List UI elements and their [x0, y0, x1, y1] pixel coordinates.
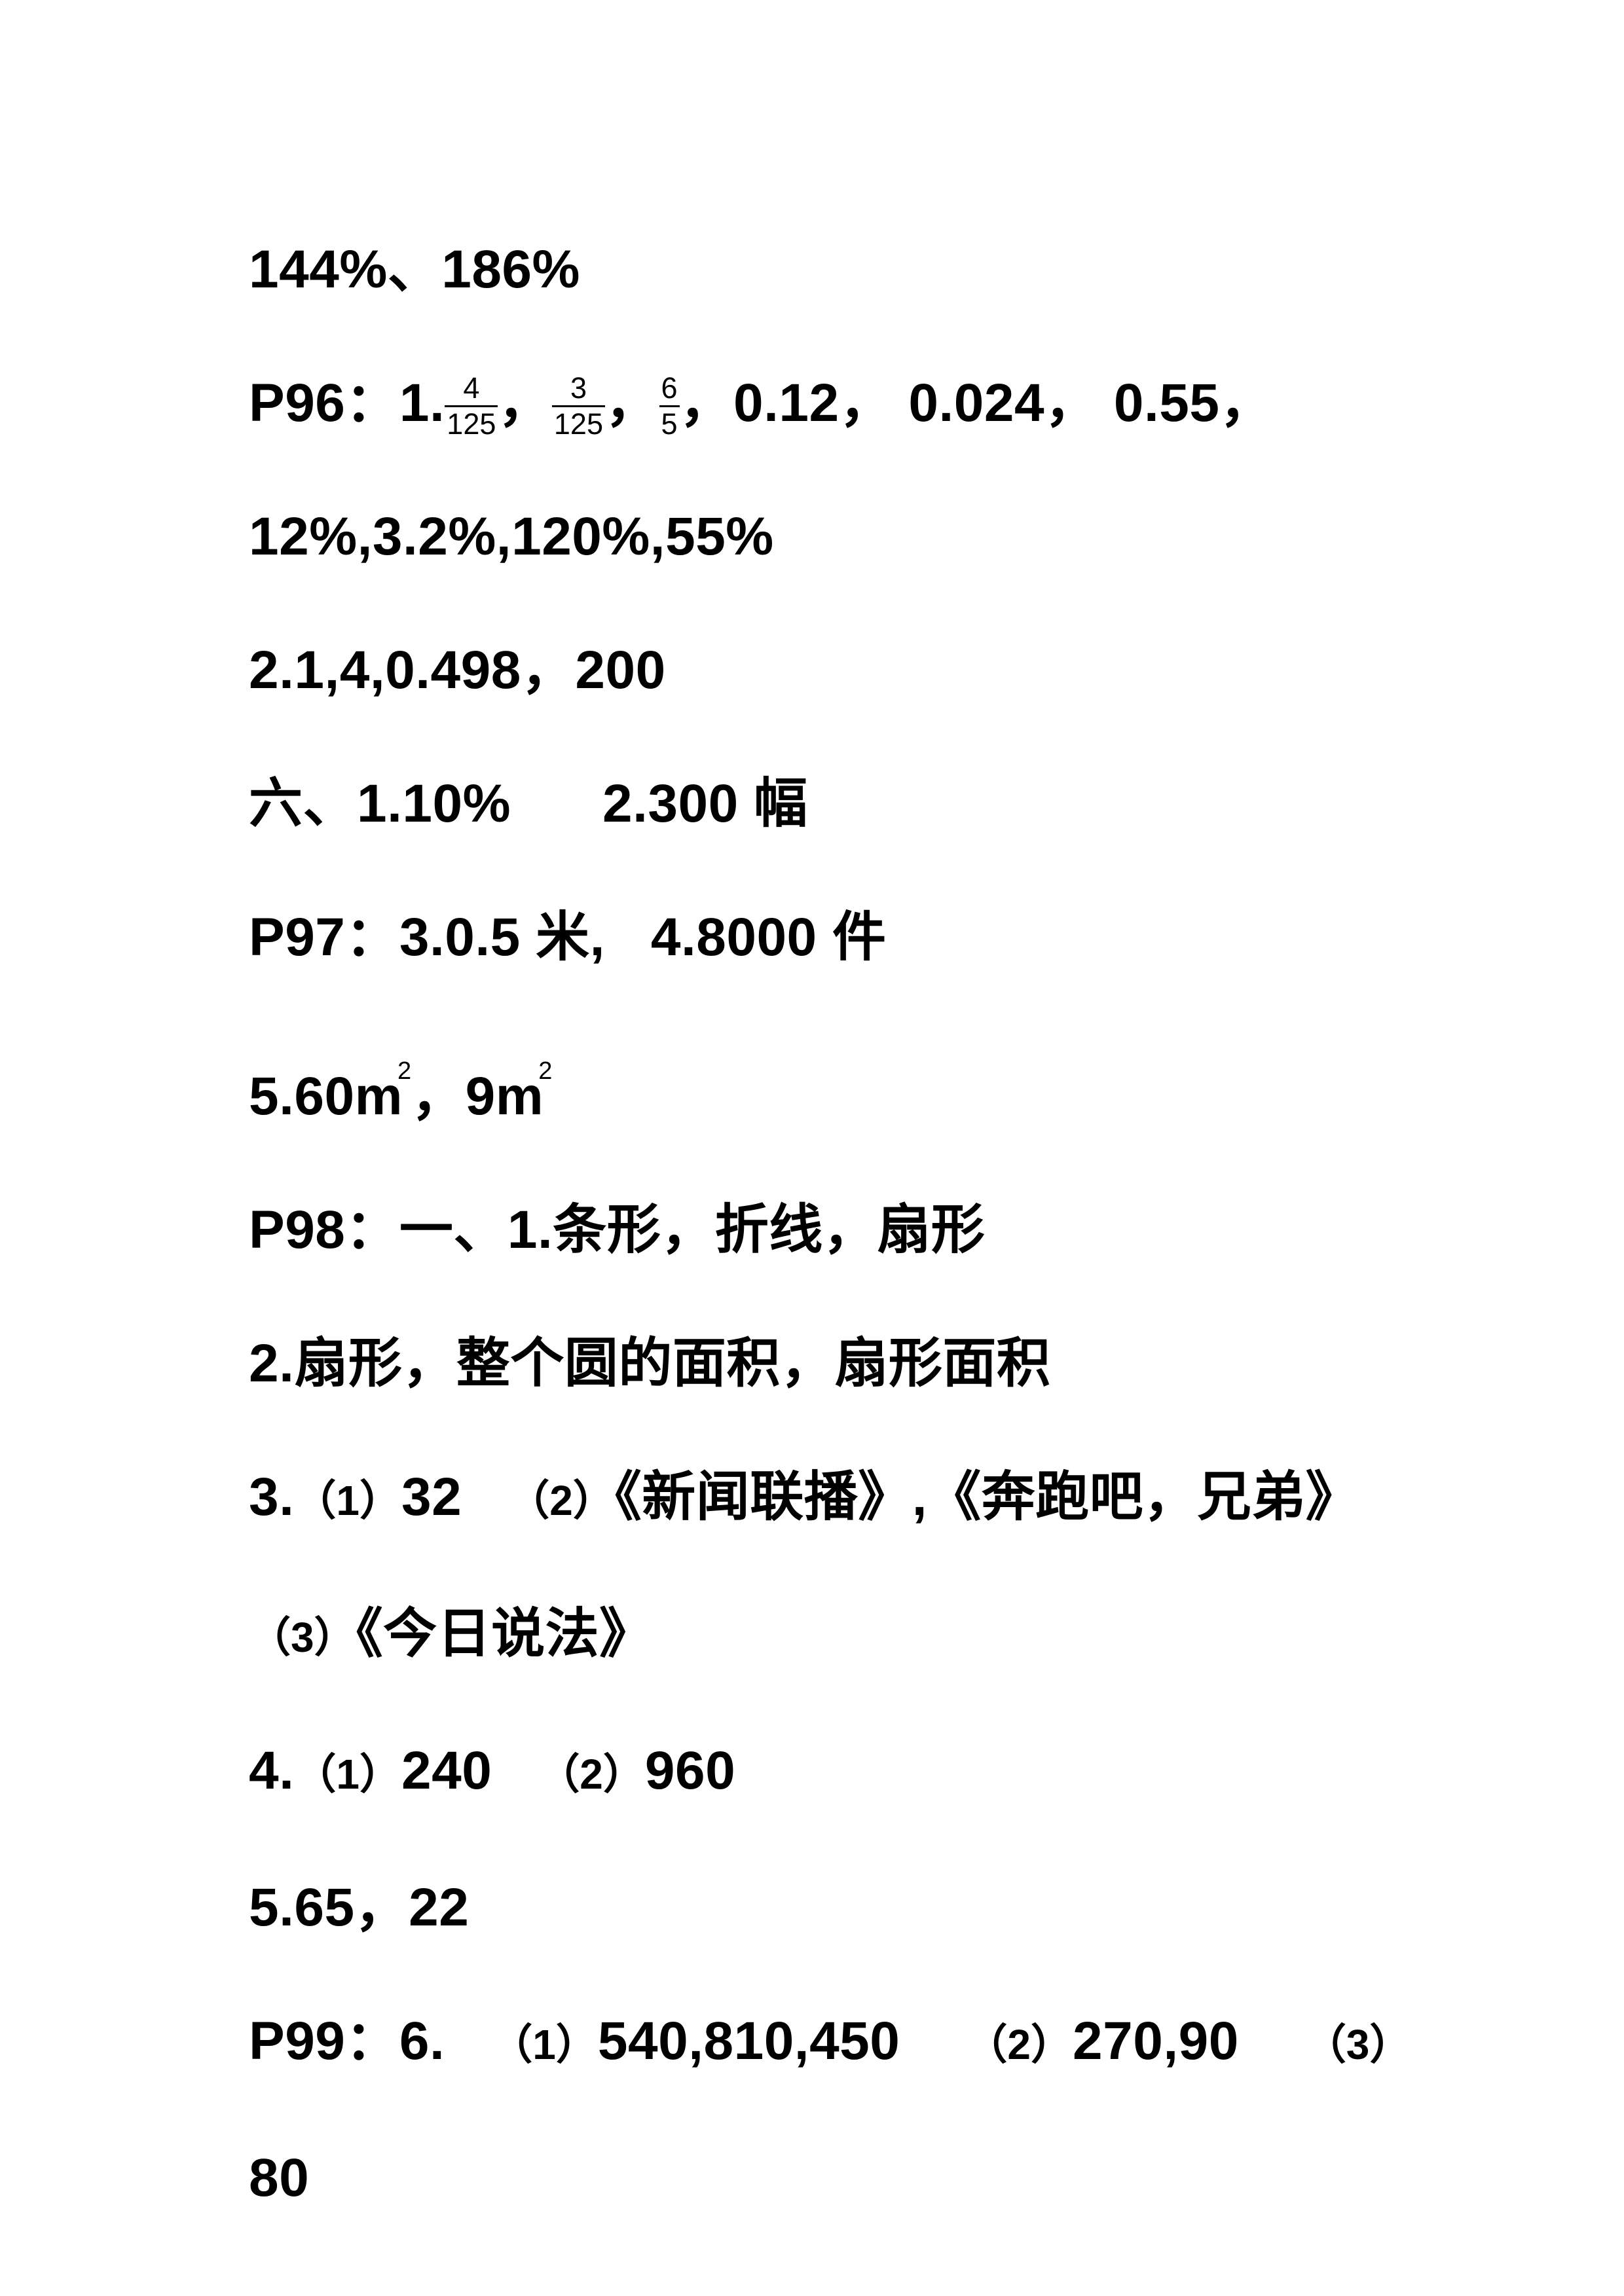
l7-lead: 5.60 [249, 1066, 355, 1126]
l2-tail: ，0.12， 0.024， 0.55， [680, 373, 1274, 433]
frac-den: 125 [552, 405, 605, 441]
text-line-2: P96：1.4125，3125，65，0.12， 0.024， 0.55， [249, 337, 1388, 470]
l14-v1: 540,810,450 [598, 2011, 900, 2071]
l2-lead: P96：1. [249, 373, 445, 433]
sep: ， [605, 373, 659, 433]
l10-v1: 32 [401, 1467, 462, 1527]
text-line-6: P97：3.0.5 米, 4.8000 件 [249, 871, 1388, 1004]
text-line-8: P98：一、1.条形，折线，扇形 [249, 1163, 1388, 1297]
text-line-7: 5.60m2，9m2 [249, 1004, 1388, 1163]
sep: ， [498, 373, 552, 433]
l14-v2: 270,90 [1073, 2011, 1239, 2071]
text-line-15: 80 [249, 2111, 1388, 2245]
paren-2: （2） [965, 2021, 1073, 2068]
superscript-2: 2 [397, 1004, 411, 1138]
l10-a: 3. [249, 1467, 294, 1527]
l11-v3: 《今日说法》 [356, 1604, 654, 1664]
l5-b: 2.300 幅 [602, 774, 807, 833]
l14-lead: P99：6. [249, 2011, 445, 2071]
fraction-3: 65 [659, 372, 680, 441]
text-line-1: 144%、186% [249, 203, 1388, 337]
frac-den: 125 [445, 405, 498, 441]
fraction-2: 3125 [552, 372, 605, 441]
frac-num: 4 [445, 372, 498, 405]
l12-v1: 240 [401, 1741, 492, 1800]
text-line-4: 2.1,4,0.498，200 [249, 604, 1388, 737]
paren-3: （3） [249, 1614, 356, 1661]
text-line-13: 5.65，22 [249, 1841, 1388, 1975]
frac-num: 3 [552, 372, 605, 405]
fraction-1: 4125 [445, 372, 498, 441]
text-line-3: 12%,3.2%,120%,55% [249, 470, 1388, 604]
paren-1: （1） [490, 2021, 598, 2068]
frac-den: 5 [659, 405, 680, 441]
unit-m: m [496, 1066, 544, 1126]
paren-1: （1） [294, 1751, 401, 1798]
l5-a: 六、1.10% [249, 774, 511, 833]
frac-num: 6 [659, 372, 680, 405]
text-line-9: 2.扇形，整个圆的面积，扇形面积 [249, 1297, 1388, 1430]
l10-v2: 《新闻联播》,《奔跑吧，兄弟》 [615, 1467, 1359, 1527]
text-line-12: 4.（1）240 （2）960 [249, 1704, 1388, 1841]
unit-m: m [355, 1066, 403, 1126]
paren-1: （1） [294, 1477, 401, 1524]
page: 144%、186% P96：1.4125，3125，65，0.12， 0.024… [0, 0, 1624, 2296]
text-line-14: P99：6.（1）540,810,450（2）270,90（3） [249, 1975, 1388, 2111]
text-line-5: 六、1.10% 2.300 幅 [249, 737, 1388, 871]
text-line-10: 3.（1）32 （2）《新闻联播》,《奔跑吧，兄弟》 [249, 1430, 1388, 1567]
l12-v2: 960 [645, 1741, 735, 1800]
paren-3: （3） [1304, 2021, 1412, 2068]
superscript-2: 2 [538, 1004, 552, 1138]
paren-2: （2） [507, 1477, 615, 1524]
l6-a: P97：3.0.5 米, [249, 907, 605, 967]
paren-2: （2） [538, 1751, 645, 1798]
text-line-11: （3）《今日说法》 [249, 1567, 1388, 1704]
l7-sep: ，9 [411, 1066, 496, 1126]
l12-a: 4. [249, 1741, 294, 1800]
l6-b: 4.8000 件 [651, 907, 887, 967]
